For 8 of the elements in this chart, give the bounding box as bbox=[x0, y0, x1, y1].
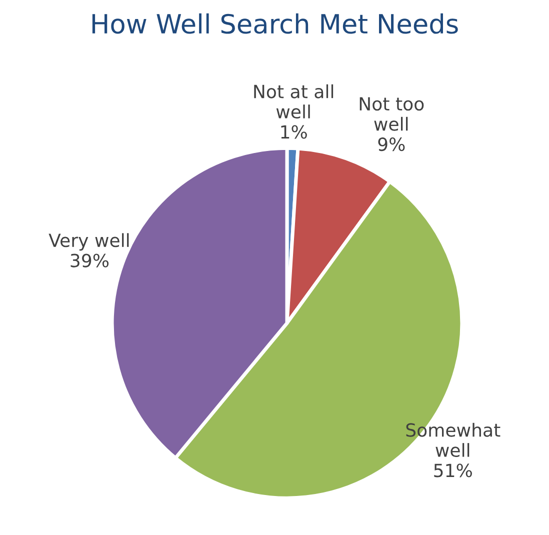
slice-label: Not too well bbox=[360, 97, 424, 131]
data-label: 39% bbox=[70, 254, 109, 268]
slice-label: Very well bbox=[48, 233, 129, 251]
chart-title: How Well Search Met Needs bbox=[92, 13, 458, 34]
slice-label: Not at all well bbox=[254, 84, 334, 119]
data-label: 51% bbox=[434, 464, 472, 478]
data-label: 1% bbox=[281, 125, 307, 139]
data-label: 9% bbox=[378, 137, 405, 152]
